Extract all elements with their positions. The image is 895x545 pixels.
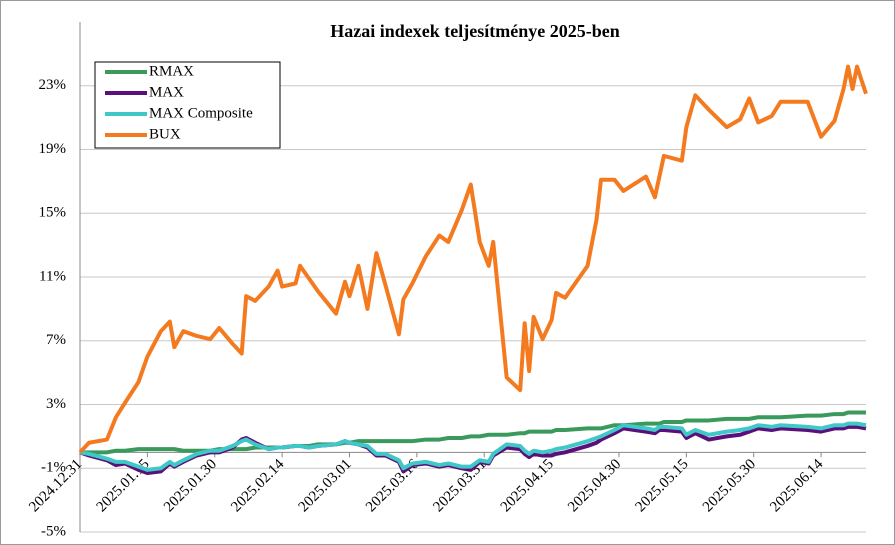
y-tick-label: 3% xyxy=(46,396,66,412)
y-tick-label: -5% xyxy=(41,523,66,539)
y-tick-label: 23% xyxy=(39,77,67,93)
legend-label: BUX xyxy=(149,126,181,142)
y-tick-label: 7% xyxy=(46,332,66,348)
y-tick-label: 11% xyxy=(39,268,66,284)
legend-label: RMAX xyxy=(149,63,194,79)
y-tick-label: -1% xyxy=(41,460,66,476)
y-tick-label: 19% xyxy=(39,141,67,157)
legend-label: MAX xyxy=(149,84,184,100)
legend-label: MAX Composite xyxy=(149,105,253,121)
series-line xyxy=(79,421,867,472)
chart-title: Hazai indexek teljesítménye 2025-ben xyxy=(330,21,619,41)
y-tick-label: 15% xyxy=(39,205,67,221)
series-line xyxy=(78,64,868,454)
